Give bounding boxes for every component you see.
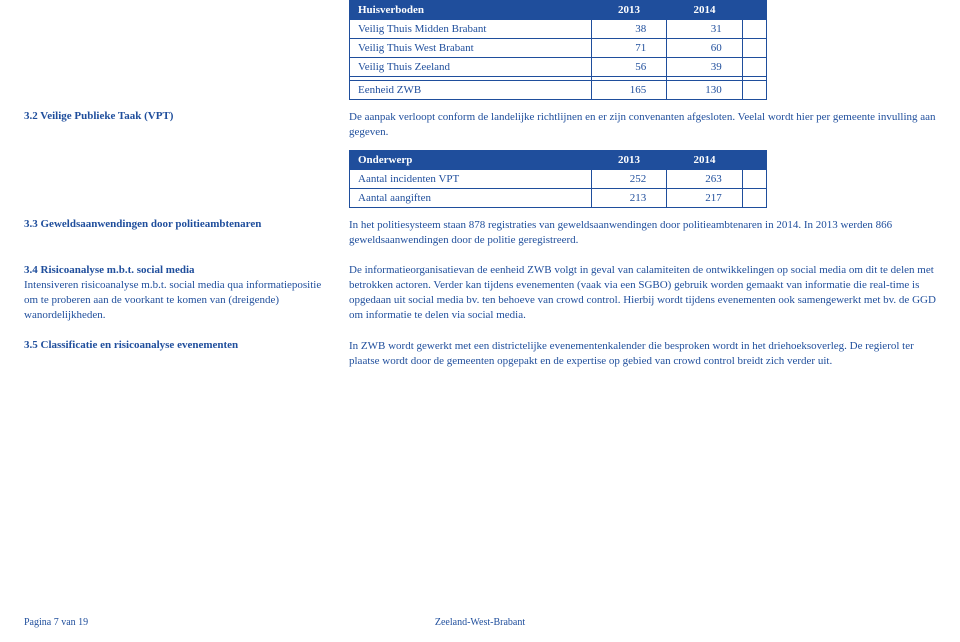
section-body: De informatieorganisatievan de eenheid Z…: [349, 263, 936, 322]
cell-value: 130: [667, 81, 743, 100]
cell-value: 165: [591, 81, 667, 100]
table-row: Aantal incidenten VPT 252 263: [350, 169, 767, 188]
cell-value: 213: [591, 188, 667, 207]
table-header-row: Onderwerp 2013 2014: [350, 150, 767, 169]
table-row: Veilig Thuis Midden Brabant 38 31: [350, 20, 767, 39]
section-body: De aanpak verloopt conform de landelijke…: [349, 110, 936, 140]
cell-label: Veilig Thuis Zeeland: [350, 58, 592, 77]
cell-value: 56: [591, 58, 667, 77]
table-total-row: Eenheid ZWB 165 130: [350, 81, 767, 100]
col-header: 2013: [591, 150, 667, 169]
section-title: 3.4 Risicoanalyse m.b.t. social media: [24, 264, 195, 276]
section-title: 3.3 Geweldsaanwendingen door politieambt…: [24, 218, 261, 230]
onderwerp-table: Onderwerp 2013 2014 Aantal incidenten VP…: [349, 150, 767, 208]
cell-value: 38: [591, 20, 667, 39]
cell-value: 39: [667, 58, 743, 77]
col-header-spacer: [742, 1, 766, 20]
cell-value: 252: [591, 169, 667, 188]
cell-label: Eenheid ZWB: [350, 81, 592, 100]
page-footer: Pagina 7 van 19 Zeeland-West-Brabant: [24, 617, 936, 628]
cell-spacer: [742, 58, 766, 77]
cell-spacer: [742, 39, 766, 58]
cell-value: 217: [667, 188, 743, 207]
cell-value: 60: [667, 39, 743, 58]
section-title: 3.2 Veilige Publieke Taak (VPT): [24, 110, 173, 122]
huisverboden-table: Huisverboden 2013 2014 Veilig Thuis Midd…: [349, 0, 767, 100]
cell-spacer: [742, 20, 766, 39]
col-header: Huisverboden: [350, 1, 592, 20]
section-34: 3.4 Risicoanalyse m.b.t. social media In…: [24, 263, 936, 322]
section-left-body: Intensiveren risicoanalyse m.b.t. social…: [24, 279, 321, 321]
cell-label: Aantal incidenten VPT: [350, 169, 592, 188]
cell-label: Aantal aangiften: [350, 188, 592, 207]
cell-spacer: [742, 81, 766, 100]
cell-value: 71: [591, 39, 667, 58]
col-header: 2014: [667, 1, 743, 20]
cell-label: Veilig Thuis Midden Brabant: [350, 20, 592, 39]
section-title: 3.5 Classificatie en risicoanalyse evene…: [24, 339, 238, 351]
footer-region: Zeeland-West-Brabant: [435, 617, 525, 628]
cell-spacer: [742, 169, 766, 188]
cell-value: 263: [667, 169, 743, 188]
section-33: 3.3 Geweldsaanwendingen door politieambt…: [24, 218, 936, 248]
cell-label: Veilig Thuis West Brabant: [350, 39, 592, 58]
cell-spacer: [742, 188, 766, 207]
table-row: Veilig Thuis West Brabant 71 60: [350, 39, 767, 58]
section-35: 3.5 Classificatie en risicoanalyse evene…: [24, 339, 936, 369]
table-row: Veilig Thuis Zeeland 56 39: [350, 58, 767, 77]
col-header: Onderwerp: [350, 150, 592, 169]
cell-value: 31: [667, 20, 743, 39]
section-body: In het politiesysteem staan 878 registra…: [349, 218, 936, 248]
footer-page-number: Pagina 7 van 19: [24, 617, 88, 628]
table-row: Aantal aangiften 213 217: [350, 188, 767, 207]
col-header-spacer: [742, 150, 766, 169]
table-header-row: Huisverboden 2013 2014: [350, 1, 767, 20]
col-header: 2013: [591, 1, 667, 20]
section-32: 3.2 Veilige Publieke Taak (VPT) De aanpa…: [24, 110, 936, 140]
section-body: In ZWB wordt gewerkt met een districteli…: [349, 339, 936, 369]
col-header: 2014: [667, 150, 743, 169]
